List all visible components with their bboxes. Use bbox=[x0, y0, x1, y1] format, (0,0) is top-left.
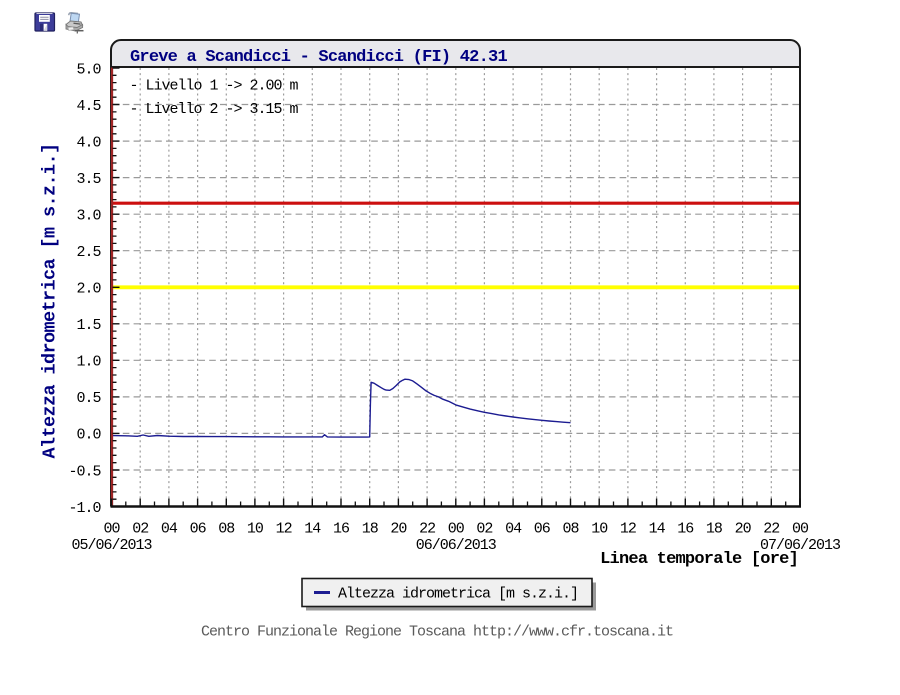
svg-text:05/06/2013: 05/06/2013 bbox=[71, 537, 152, 554]
svg-text:-1.0: -1.0 bbox=[68, 500, 101, 517]
svg-text:3.0: 3.0 bbox=[76, 208, 101, 225]
svg-text:Altezza idrometrica [m s.z.i.]: Altezza idrometrica [m s.z.i.] bbox=[40, 143, 61, 458]
svg-text:18: 18 bbox=[362, 521, 379, 538]
svg-text:00: 00 bbox=[448, 521, 465, 538]
svg-text:06: 06 bbox=[190, 521, 207, 538]
svg-text:Greve a Scandicci - Scandicci: Greve a Scandicci - Scandicci (FI) 42.31 bbox=[130, 48, 507, 67]
svg-text:04: 04 bbox=[505, 521, 522, 538]
svg-text:5.0: 5.0 bbox=[76, 61, 101, 78]
svg-text:00: 00 bbox=[103, 521, 120, 538]
svg-text:2.5: 2.5 bbox=[76, 244, 101, 261]
svg-text:- Livello 1 -> 2.00 m: - Livello 1 -> 2.00 m bbox=[130, 78, 299, 95]
svg-text:22: 22 bbox=[763, 521, 779, 538]
svg-text:1.5: 1.5 bbox=[76, 317, 101, 334]
svg-text:08: 08 bbox=[218, 521, 235, 538]
svg-text:14: 14 bbox=[304, 521, 321, 538]
svg-text:10: 10 bbox=[591, 521, 608, 538]
svg-text:4.0: 4.0 bbox=[76, 134, 101, 151]
svg-text:0.0: 0.0 bbox=[76, 427, 101, 444]
svg-text:02: 02 bbox=[132, 521, 148, 538]
svg-text:20: 20 bbox=[735, 521, 752, 538]
svg-text:08: 08 bbox=[562, 521, 579, 538]
svg-text:-0.5: -0.5 bbox=[68, 463, 101, 480]
svg-text:02: 02 bbox=[476, 521, 492, 538]
svg-text:06: 06 bbox=[534, 521, 551, 538]
svg-text:10: 10 bbox=[247, 521, 264, 538]
svg-text:22: 22 bbox=[419, 521, 435, 538]
svg-text:3.5: 3.5 bbox=[76, 171, 101, 188]
svg-text:07/06/2013: 07/06/2013 bbox=[760, 537, 841, 554]
svg-text:4.5: 4.5 bbox=[76, 98, 101, 115]
svg-text:- Livello 2 -> 3.15 m: - Livello 2 -> 3.15 m bbox=[130, 101, 299, 118]
svg-text:00: 00 bbox=[792, 521, 809, 538]
svg-text:Centro Funzionale Regione Tosc: Centro Funzionale Regione Toscana http:/… bbox=[201, 624, 673, 641]
svg-text:18: 18 bbox=[706, 521, 723, 538]
svg-text:04: 04 bbox=[161, 521, 178, 538]
svg-text:1.0: 1.0 bbox=[76, 354, 101, 371]
svg-text:Altezza idrometrica [m s.z.i.]: Altezza idrometrica [m s.z.i.] bbox=[338, 585, 578, 602]
svg-text:Linea temporale [ore]: Linea temporale [ore] bbox=[600, 550, 798, 569]
svg-text:06/06/2013: 06/06/2013 bbox=[416, 537, 497, 554]
svg-text:2.0: 2.0 bbox=[76, 281, 101, 298]
svg-text:0.5: 0.5 bbox=[76, 390, 101, 407]
svg-text:20: 20 bbox=[390, 521, 407, 538]
svg-text:16: 16 bbox=[677, 521, 694, 538]
svg-text:12: 12 bbox=[620, 521, 636, 538]
svg-text:14: 14 bbox=[649, 521, 666, 538]
svg-text:16: 16 bbox=[333, 521, 350, 538]
svg-text:12: 12 bbox=[276, 521, 292, 538]
